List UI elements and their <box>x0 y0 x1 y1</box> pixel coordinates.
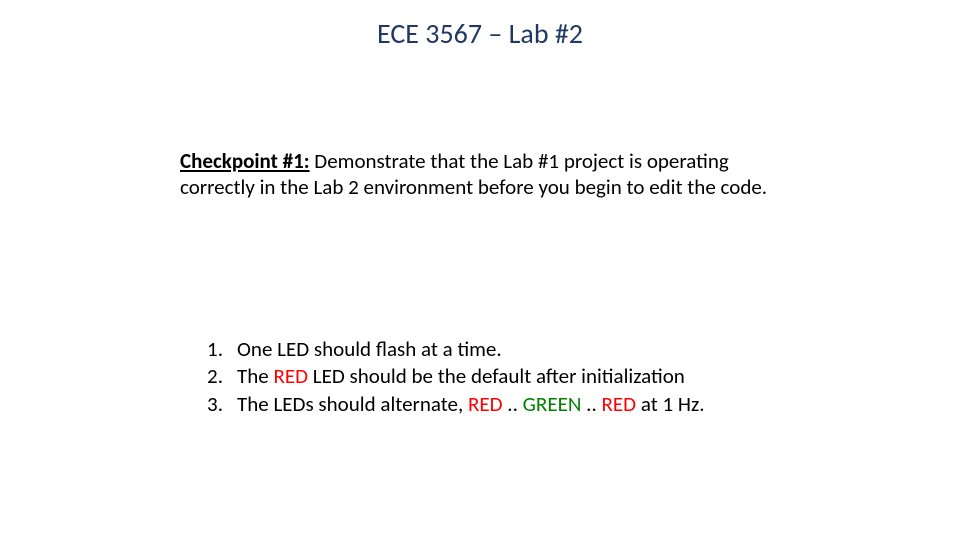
text-segment: LED should be the default after initiali… <box>308 363 685 389</box>
list-item: 3.The LEDs should alternate, RED .. GREE… <box>195 391 835 418</box>
list-item: 1. One LED should flash at a time. <box>195 336 835 363</box>
text-segment: RED <box>273 363 308 389</box>
list-item: 2.The RED LED should be the default afte… <box>195 363 835 390</box>
text-segment: One LED should flash at a time. <box>237 336 502 362</box>
list-item-number: 1. <box>195 336 223 363</box>
checkpoint-label: Checkpoint #1: <box>180 148 310 174</box>
text-segment: .. <box>581 391 601 417</box>
list-item-body: The LEDs should alternate, RED .. GREEN … <box>223 391 835 418</box>
text-segment: RED <box>468 391 503 417</box>
text-segment: at 1 Hz. <box>641 391 705 417</box>
text-segment: .. <box>503 391 523 417</box>
page-title: ECE 3567 – Lab #2 <box>0 16 960 51</box>
list-item-number: 3. <box>195 391 223 418</box>
ordered-list: 1.One LED should flash at a time.2.The R… <box>195 336 835 418</box>
text-segment: RED <box>602 391 641 417</box>
list-item-number: 2. <box>195 363 223 390</box>
text-segment: The LEDs should alternate, <box>237 391 468 417</box>
list-item-body: One LED should flash at a time. <box>223 336 835 363</box>
list-item-body: The RED LED should be the default after … <box>223 363 835 390</box>
text-segment: GREEN <box>523 391 582 417</box>
checkpoint-paragraph: Checkpoint #1: Demonstrate that the Lab … <box>180 148 770 201</box>
text-segment: The <box>237 363 273 389</box>
slide: ECE 3567 – Lab #2 Checkpoint #1: Demonst… <box>0 0 960 540</box>
